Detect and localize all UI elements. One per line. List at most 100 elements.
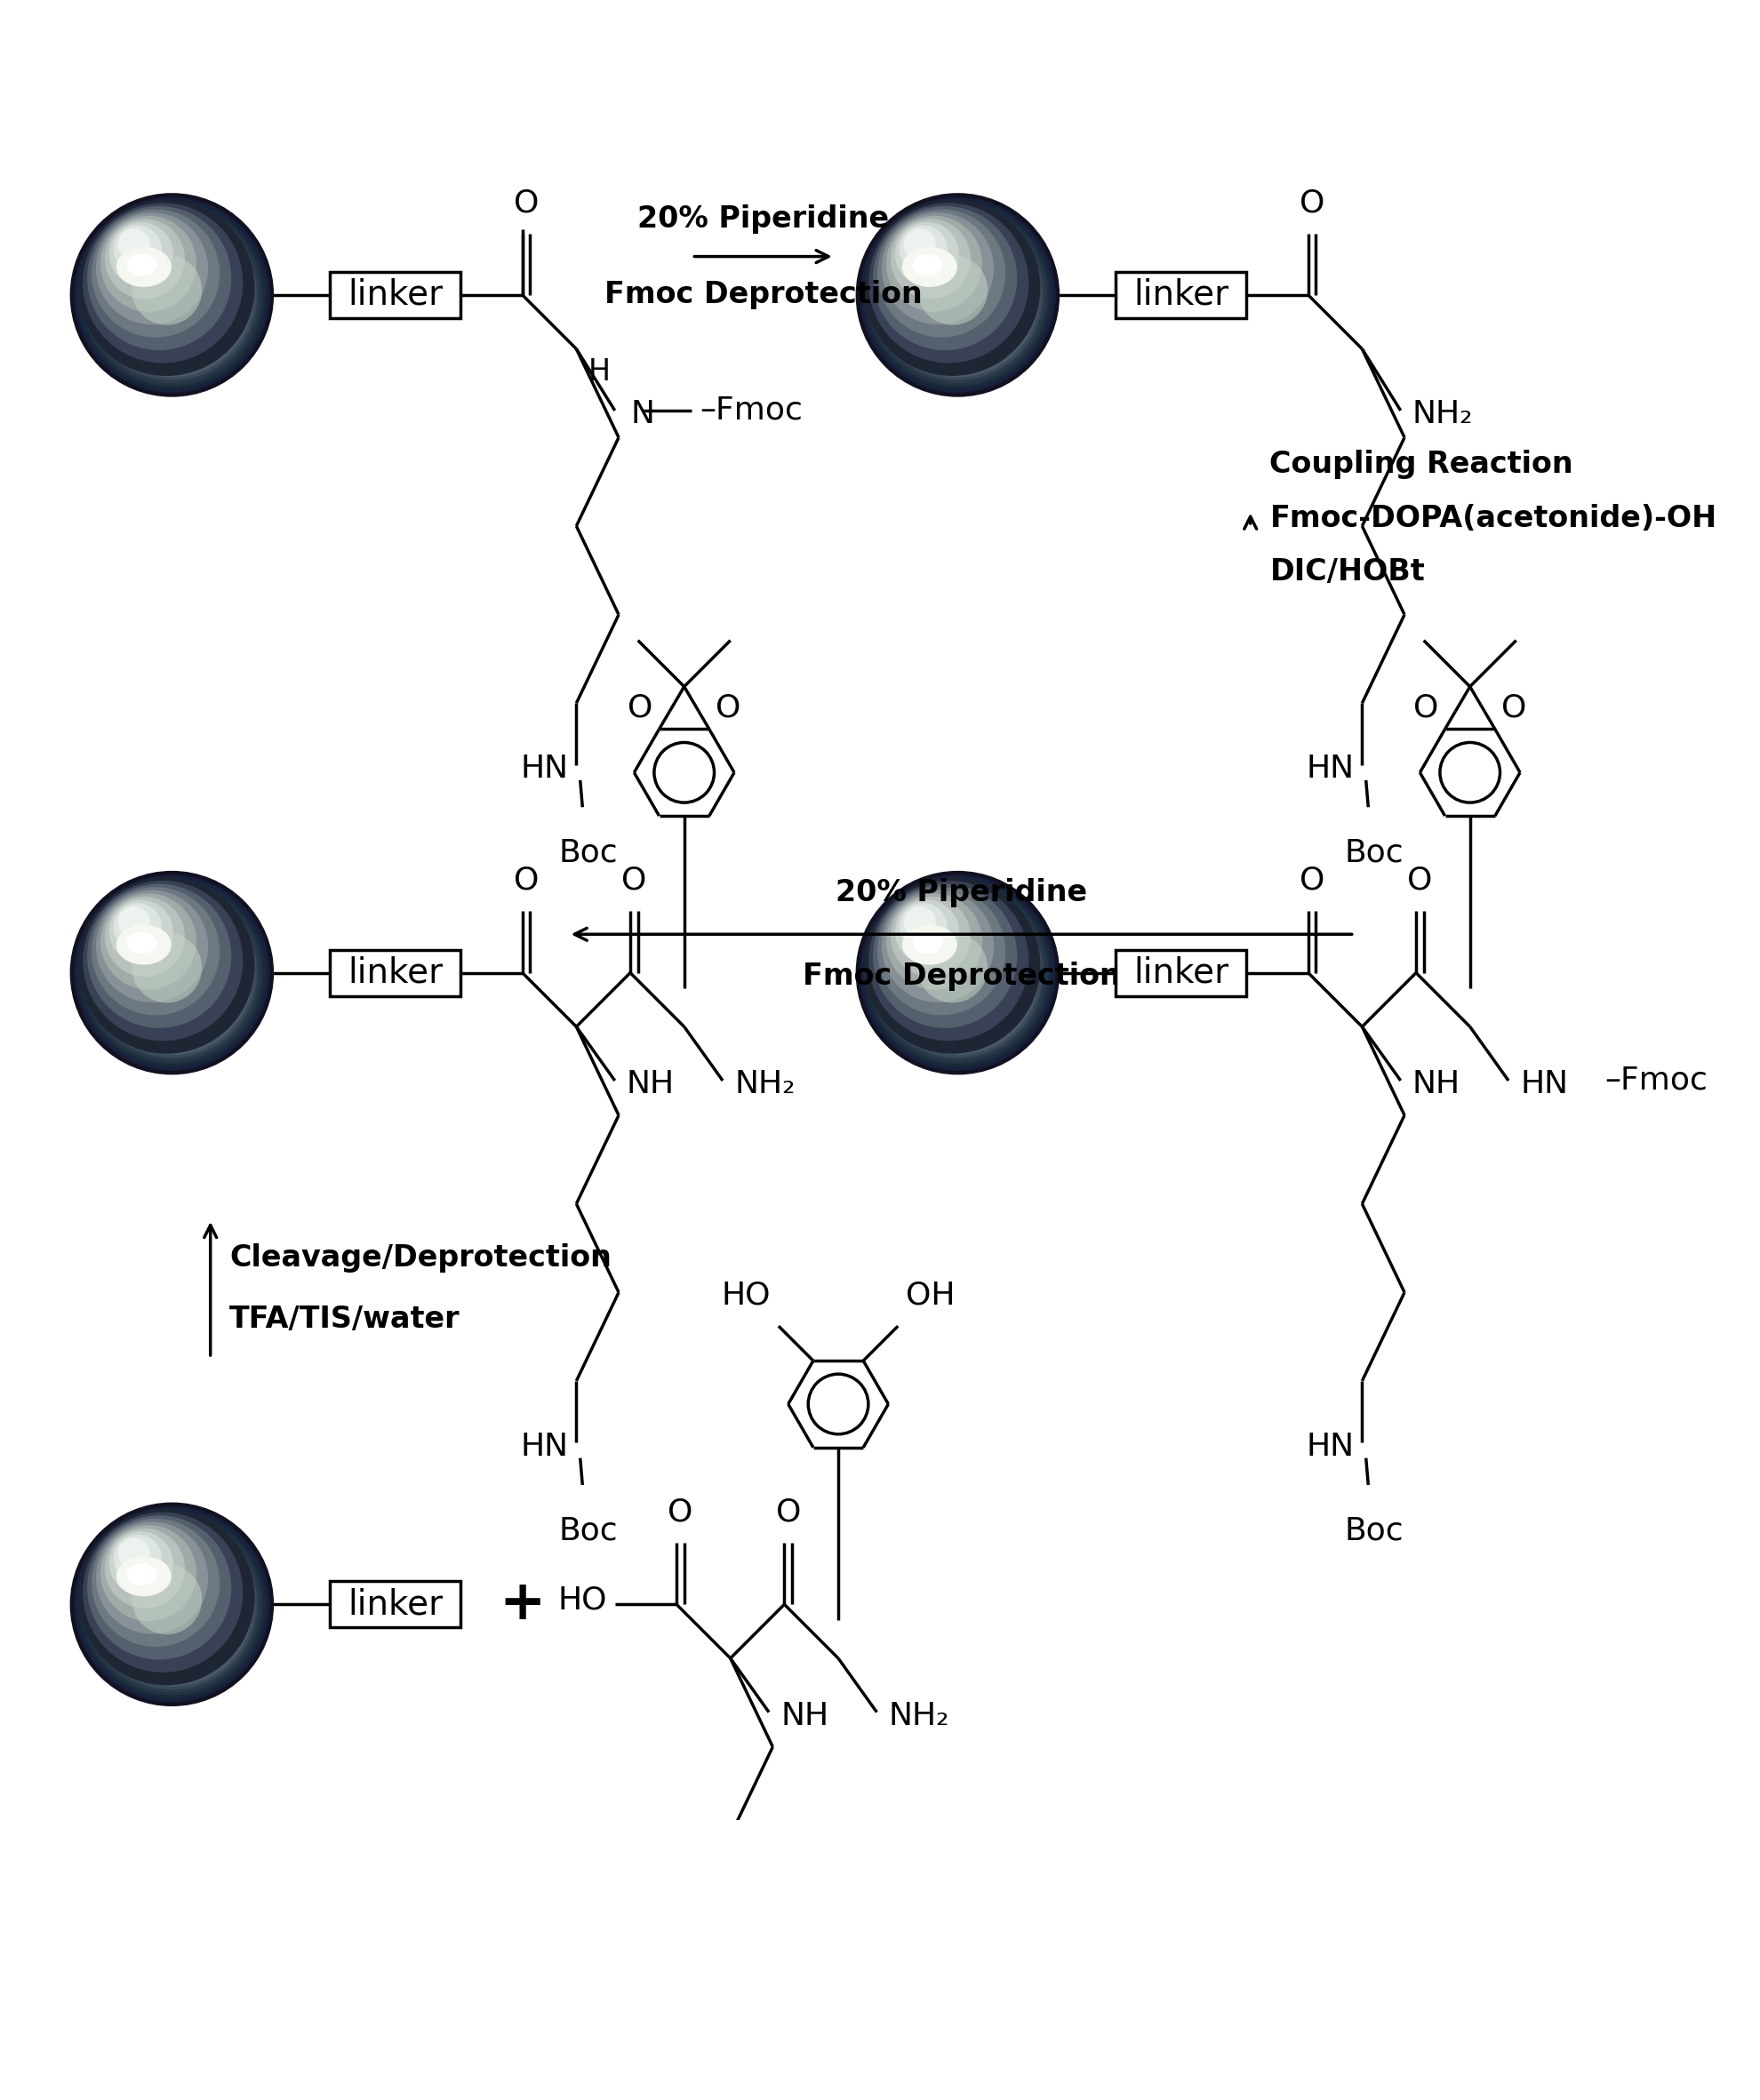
Text: OH: OH: [905, 1281, 954, 1310]
Ellipse shape: [72, 195, 271, 395]
Ellipse shape: [114, 903, 162, 951]
Ellipse shape: [857, 195, 1058, 395]
Text: Fmoc Deprotection: Fmoc Deprotection: [604, 279, 922, 309]
Ellipse shape: [86, 884, 231, 1029]
Text: HO: HO: [558, 1586, 607, 1615]
Ellipse shape: [92, 886, 220, 1014]
Ellipse shape: [878, 895, 1037, 1052]
FancyBboxPatch shape: [1116, 271, 1246, 317]
FancyBboxPatch shape: [1116, 949, 1246, 995]
Text: O: O: [1299, 187, 1324, 218]
Text: HN: HN: [521, 1432, 568, 1462]
Text: 20% Piperidine: 20% Piperidine: [637, 204, 889, 233]
Text: NH₂: NH₂: [734, 1069, 796, 1100]
Text: O: O: [627, 693, 653, 722]
Ellipse shape: [132, 1564, 202, 1634]
Text: O: O: [1413, 693, 1438, 722]
Ellipse shape: [875, 212, 1038, 378]
Ellipse shape: [92, 1518, 220, 1646]
Ellipse shape: [899, 903, 947, 951]
Ellipse shape: [84, 884, 260, 1060]
Ellipse shape: [106, 218, 185, 298]
Ellipse shape: [77, 200, 255, 376]
Text: HN: HN: [1306, 1432, 1353, 1462]
Ellipse shape: [100, 216, 197, 311]
Ellipse shape: [857, 874, 1058, 1073]
Ellipse shape: [864, 200, 1040, 376]
Ellipse shape: [81, 204, 262, 386]
Ellipse shape: [894, 223, 959, 286]
Ellipse shape: [882, 890, 993, 1002]
Ellipse shape: [74, 197, 269, 393]
Ellipse shape: [885, 892, 982, 989]
Text: O: O: [514, 865, 539, 897]
Text: NH: NH: [1412, 1069, 1459, 1100]
Ellipse shape: [114, 1535, 162, 1583]
Text: Fmoc-DOPA(acetonide)-OH: Fmoc-DOPA(acetonide)-OH: [1269, 504, 1716, 533]
Ellipse shape: [903, 229, 935, 260]
Ellipse shape: [866, 882, 1049, 1065]
Ellipse shape: [864, 878, 1040, 1054]
FancyBboxPatch shape: [329, 1581, 461, 1628]
Ellipse shape: [873, 884, 1017, 1029]
Ellipse shape: [77, 878, 255, 1054]
Text: NH: NH: [627, 1069, 674, 1100]
Text: O: O: [1501, 693, 1526, 722]
Ellipse shape: [873, 206, 1017, 351]
Text: DIC/HOBt: DIC/HOBt: [1269, 559, 1424, 586]
Text: NH: NH: [780, 1701, 829, 1730]
Ellipse shape: [891, 218, 970, 298]
Ellipse shape: [875, 890, 1038, 1054]
Ellipse shape: [132, 254, 202, 326]
Ellipse shape: [74, 1508, 269, 1701]
Text: O: O: [1299, 865, 1324, 897]
Ellipse shape: [127, 1562, 157, 1586]
Ellipse shape: [861, 197, 1054, 393]
Ellipse shape: [90, 212, 253, 378]
Text: O: O: [774, 1497, 801, 1527]
Ellipse shape: [868, 880, 1028, 1042]
Ellipse shape: [116, 1556, 171, 1596]
Ellipse shape: [92, 210, 220, 338]
Ellipse shape: [891, 897, 970, 977]
Ellipse shape: [903, 907, 935, 939]
Text: O: O: [514, 187, 539, 218]
Ellipse shape: [95, 1529, 248, 1680]
Ellipse shape: [116, 924, 171, 964]
Ellipse shape: [862, 202, 1051, 388]
Text: O: O: [621, 865, 646, 897]
Ellipse shape: [97, 212, 208, 326]
Ellipse shape: [894, 901, 959, 964]
Text: TFA/TIS/water: TFA/TIS/water: [229, 1304, 459, 1334]
Ellipse shape: [882, 218, 1033, 372]
Ellipse shape: [868, 204, 1028, 363]
Text: linker: linker: [1133, 277, 1228, 313]
Text: NH₂: NH₂: [887, 1701, 949, 1730]
Ellipse shape: [81, 1514, 262, 1695]
Ellipse shape: [882, 897, 1033, 1048]
Ellipse shape: [83, 880, 243, 1042]
Ellipse shape: [866, 204, 1049, 386]
Text: NH₂: NH₂: [1412, 399, 1473, 430]
Ellipse shape: [118, 907, 150, 939]
Ellipse shape: [86, 1516, 231, 1659]
Ellipse shape: [86, 206, 231, 351]
Text: linker: linker: [347, 277, 444, 313]
Ellipse shape: [77, 1510, 255, 1686]
Text: linker: linker: [347, 956, 444, 989]
Text: linker: linker: [1133, 956, 1228, 989]
Text: –Fmoc: –Fmoc: [1603, 1065, 1707, 1096]
Ellipse shape: [132, 932, 202, 1004]
Text: HN: HN: [1306, 754, 1353, 783]
Ellipse shape: [90, 890, 253, 1054]
Text: Boc: Boc: [1343, 838, 1403, 867]
Ellipse shape: [81, 882, 262, 1065]
Ellipse shape: [869, 208, 1045, 382]
Text: Boc: Boc: [558, 838, 618, 867]
Ellipse shape: [83, 204, 243, 363]
Ellipse shape: [84, 1516, 260, 1693]
Ellipse shape: [97, 890, 208, 1002]
Ellipse shape: [86, 888, 257, 1058]
Ellipse shape: [861, 876, 1054, 1069]
Text: N: N: [630, 399, 655, 430]
